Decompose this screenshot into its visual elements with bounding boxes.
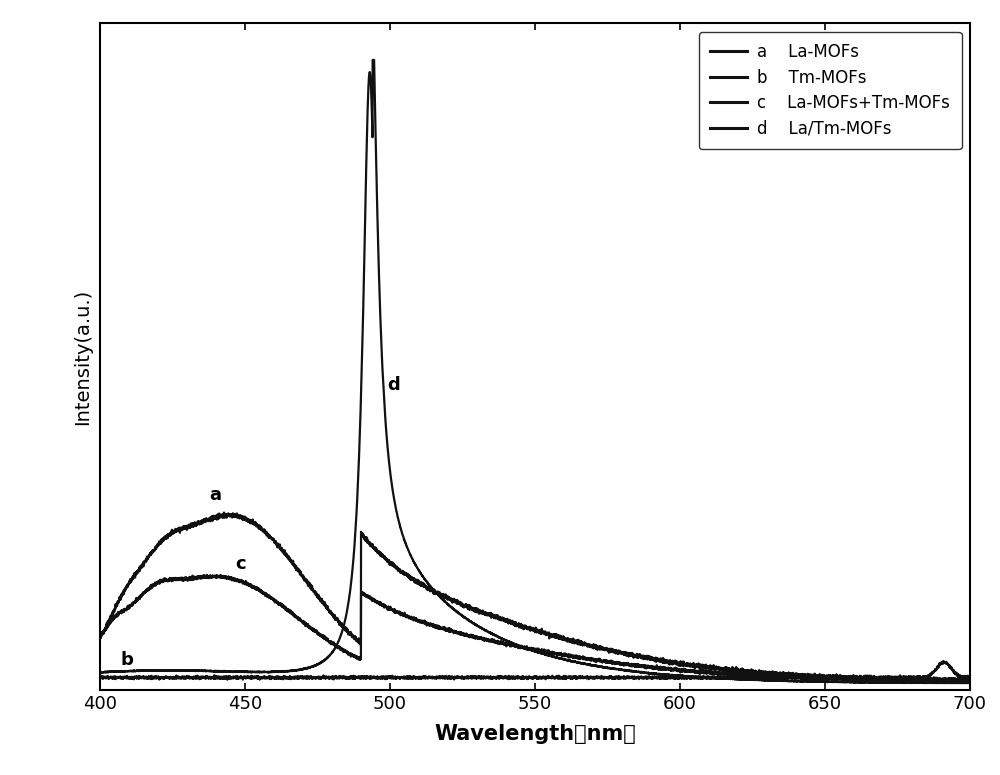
Text: a: a (209, 487, 221, 505)
X-axis label: Wavelength（nm）: Wavelength（nm） (434, 724, 636, 744)
Text: d: d (387, 376, 400, 394)
Text: c: c (235, 555, 246, 573)
Legend: a    La-MOFs, b    Tm-MOFs, c    La-MOFs+Tm-MOFs, d    La/Tm-MOFs: a La-MOFs, b Tm-MOFs, c La-MOFs+Tm-MOFs,… (699, 32, 962, 150)
Y-axis label: Intensity(a.u.): Intensity(a.u.) (73, 288, 92, 425)
Text: b: b (120, 652, 133, 670)
